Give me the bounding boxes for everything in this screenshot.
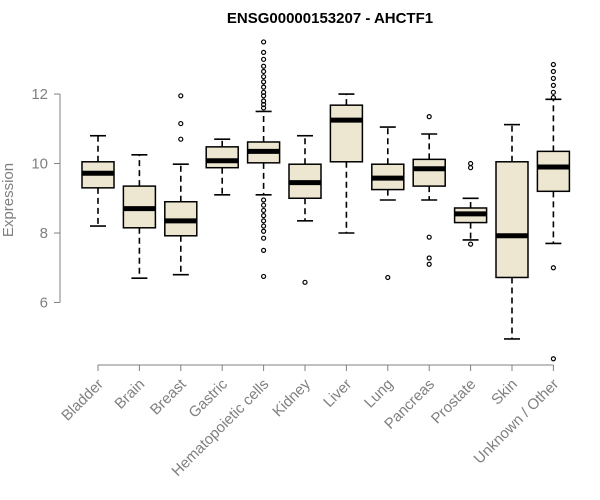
outlier-point (261, 49, 267, 55)
box-lung (371, 126, 405, 281)
outlier-point (426, 234, 432, 240)
outlier-point (261, 79, 267, 85)
outlier-point (550, 265, 557, 271)
outlier-point (426, 255, 432, 261)
outlier-point (261, 74, 267, 80)
outlier-point (261, 197, 267, 203)
iqr-box (205, 146, 239, 169)
iqr-box (495, 161, 529, 279)
outlier-point (550, 82, 557, 88)
outlier-point (261, 68, 267, 75)
outlier-point (178, 120, 184, 127)
box-liver (329, 93, 364, 234)
outlier-point (550, 68, 557, 75)
outlier-point (550, 356, 557, 362)
outlier-point (468, 165, 474, 171)
outlier-point (468, 241, 474, 247)
outlier-point (261, 84, 267, 90)
x-category-label: Prostate (428, 376, 480, 428)
outlier-point (261, 228, 267, 234)
outlier-point (261, 207, 267, 214)
x-category-label: Brain (111, 376, 148, 413)
box-pancreas (412, 114, 446, 267)
box-unknown-other (536, 61, 571, 362)
outlier-point (426, 261, 432, 267)
box-prostate (453, 160, 488, 247)
outlier-point (426, 114, 432, 120)
x-category-label: Breast (147, 375, 190, 418)
y-tick-label: 10 (31, 156, 48, 173)
outlier-point (261, 98, 267, 104)
outlier-point (550, 61, 557, 68)
iqr-box (329, 104, 364, 163)
outlier-point (468, 160, 474, 167)
box-skin (495, 123, 529, 340)
outlier-point (178, 93, 184, 99)
box-brain (122, 154, 157, 279)
box-breast (164, 93, 198, 276)
box-hematopoietic-cells (246, 39, 281, 280)
y-tick-label: 8 (40, 225, 48, 242)
y-axis-ticks: 6 8 10 12 (31, 86, 60, 311)
outlier-point (261, 39, 267, 45)
iqr-box (536, 150, 571, 193)
outlier-point (178, 136, 184, 142)
box-bladder (81, 134, 115, 227)
outlier-point (261, 89, 267, 95)
iqr-box (412, 158, 446, 187)
outlier-point (550, 94, 557, 101)
y-tick-label: 6 (40, 294, 48, 311)
box-kidney (288, 134, 322, 285)
x-category-label: Skin (488, 376, 521, 409)
x-category-label: Liver (320, 376, 355, 411)
outlier-point (261, 223, 267, 229)
outlier-point (550, 75, 557, 82)
outlier-point (385, 274, 391, 281)
box-gastric (205, 138, 239, 196)
chart-title: ENSG00000153207 - AHCTF1 (227, 10, 433, 27)
outlier-point (261, 247, 267, 253)
outlier-point (261, 273, 267, 280)
outlier-point (550, 89, 557, 95)
outlier-point (261, 218, 267, 224)
y-tick-label: 12 (31, 86, 48, 103)
outlier-point (261, 235, 267, 241)
boxes-group (81, 39, 571, 362)
outlier-point (261, 213, 267, 219)
x-category-label: Lung (361, 376, 397, 412)
outlier-point (261, 63, 267, 69)
x-category-label: Bladder (58, 376, 107, 425)
outlier-point (261, 202, 267, 208)
outlier-point (302, 279, 308, 285)
x-category-label: Kidney (269, 375, 314, 420)
y-axis-label: Expression (0, 163, 17, 237)
outlier-point (261, 56, 267, 62)
